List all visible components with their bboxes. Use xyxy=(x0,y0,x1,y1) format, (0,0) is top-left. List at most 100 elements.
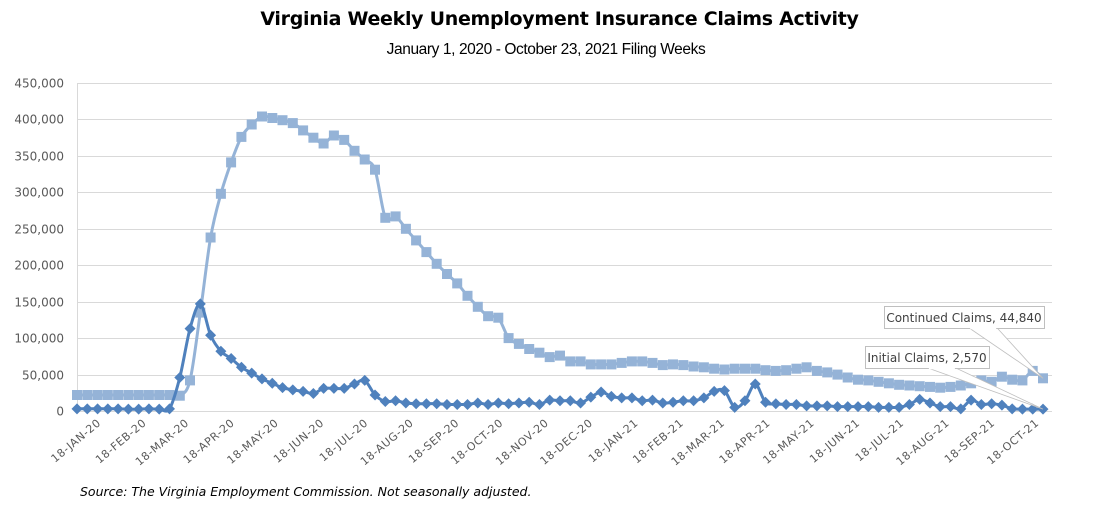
data-point xyxy=(503,333,514,344)
data-point xyxy=(904,380,915,391)
data-point xyxy=(575,356,586,367)
data-point xyxy=(441,398,453,410)
data-point xyxy=(143,403,155,415)
data-point xyxy=(1016,403,1028,415)
data-point xyxy=(935,382,946,393)
data-point xyxy=(668,359,678,370)
x-tick-label: 18-JUN-21 xyxy=(807,416,862,465)
data-point xyxy=(739,395,751,407)
data-point xyxy=(133,390,144,400)
data-point xyxy=(555,350,565,361)
data-point xyxy=(893,401,905,413)
series-continued-claims xyxy=(72,111,1048,401)
data-point xyxy=(1017,375,1028,386)
data-point xyxy=(657,397,669,409)
data-point xyxy=(894,379,905,390)
data-point xyxy=(163,403,175,415)
data-point xyxy=(832,369,843,380)
data-point xyxy=(657,360,668,371)
data-point xyxy=(410,398,422,410)
data-point xyxy=(493,312,504,323)
label-box xyxy=(865,346,990,369)
y-tick-label: 50,000 xyxy=(22,369,64,383)
data-point xyxy=(698,392,710,404)
data-point xyxy=(236,131,247,142)
data-label-text: Continued Claims, 44,840 xyxy=(886,311,1041,325)
data-point xyxy=(575,397,587,409)
data-point xyxy=(71,403,83,415)
data-point xyxy=(390,395,402,407)
data-point xyxy=(986,376,997,387)
data-point xyxy=(750,363,761,374)
y-tick-label: 250,000 xyxy=(14,223,64,237)
data-point xyxy=(831,401,843,413)
data-point xyxy=(513,397,525,409)
data-point xyxy=(749,378,761,390)
chart-title: Virginia Weekly Unemployment Insurance C… xyxy=(260,8,859,30)
label-box xyxy=(884,306,1045,329)
data-point xyxy=(585,359,596,370)
y-tick-label: 0 xyxy=(56,405,64,419)
data-point xyxy=(811,400,823,412)
data-point xyxy=(257,111,267,122)
data-point xyxy=(400,397,412,409)
data-point xyxy=(986,398,998,410)
data-point xyxy=(246,367,258,379)
data-point xyxy=(646,394,658,406)
data-point xyxy=(719,364,730,375)
data-point xyxy=(411,235,422,246)
data-point xyxy=(370,164,380,175)
y-tick-label: 350,000 xyxy=(14,150,64,164)
data-point xyxy=(596,359,607,370)
data-point xyxy=(483,311,494,322)
data-point xyxy=(996,399,1008,411)
data-point xyxy=(369,389,381,401)
data-point xyxy=(791,363,802,374)
data-point xyxy=(534,347,545,358)
data-point xyxy=(267,113,278,123)
data-point xyxy=(92,403,104,415)
data-point xyxy=(112,403,124,415)
data-point xyxy=(400,223,411,234)
x-axis-ticks: 18-JAN-2018-FEB-2018-MAR-2018-APR-2018-M… xyxy=(49,416,1042,468)
data-point xyxy=(842,372,853,383)
data-point xyxy=(1007,374,1018,385)
chart-source-note: Source: The Virginia Employment Commissi… xyxy=(80,484,532,499)
data-point xyxy=(842,401,854,413)
data-point xyxy=(442,269,452,279)
data-point xyxy=(709,363,720,374)
data-point xyxy=(113,390,124,400)
data-point xyxy=(533,398,545,410)
data-point xyxy=(482,398,494,410)
data-point xyxy=(605,390,617,402)
data-label-text: Initial Claims, 2,570 xyxy=(867,351,986,365)
y-tick-label: 200,000 xyxy=(14,259,64,273)
data-point xyxy=(616,392,628,404)
data-point xyxy=(544,394,556,406)
data-point xyxy=(338,382,350,394)
data-point xyxy=(852,401,864,413)
data-point xyxy=(554,395,566,407)
data-point xyxy=(462,290,473,301)
data-point xyxy=(246,119,257,130)
data-point xyxy=(472,397,484,409)
data-point xyxy=(226,157,237,168)
data-point xyxy=(955,380,966,391)
data-point xyxy=(760,396,772,408)
data-point xyxy=(92,390,103,400)
data-point xyxy=(780,398,792,410)
y-tick-label: 150,000 xyxy=(14,296,64,310)
data-point xyxy=(626,392,638,404)
data-labels: Continued Claims, 44,840 Initial Claims, … xyxy=(865,306,1045,410)
data-point xyxy=(595,386,607,398)
data-point xyxy=(636,395,648,407)
data-point xyxy=(287,384,299,396)
data-point xyxy=(359,154,370,165)
end-data-label: Initial Claims, 2,570 xyxy=(865,346,1044,410)
data-point xyxy=(863,375,874,386)
data-point xyxy=(164,390,175,400)
data-point xyxy=(277,115,288,126)
data-point xyxy=(462,398,474,410)
data-point xyxy=(72,390,82,400)
data-point xyxy=(503,398,515,410)
